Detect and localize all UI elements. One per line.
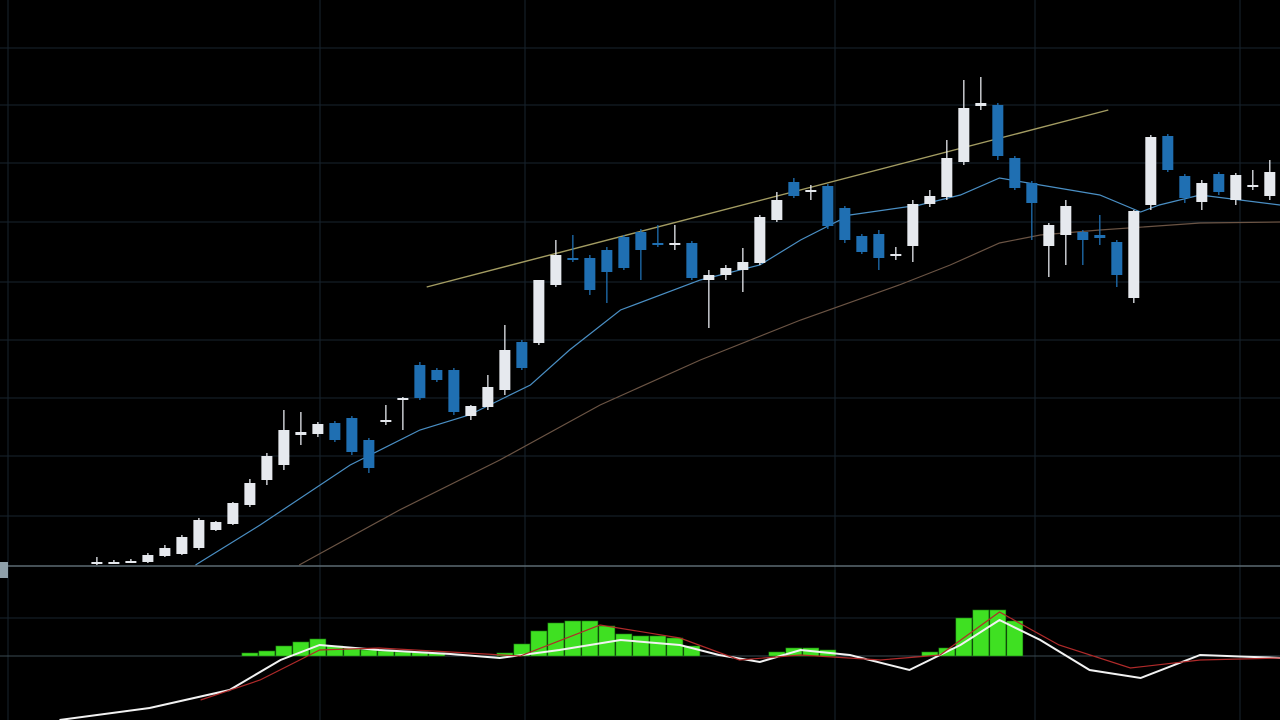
candle-body (941, 158, 953, 197)
candle-body (856, 236, 868, 252)
candle-body (771, 200, 783, 220)
candle-body (176, 537, 188, 554)
moving-average (195, 177, 1280, 566)
candle-body (1128, 211, 1140, 298)
candle-body (652, 243, 664, 245)
candle-body (465, 406, 477, 416)
candle-body (737, 262, 749, 270)
histogram-bar (666, 637, 684, 657)
candle-body (1213, 174, 1225, 192)
candle-body (261, 456, 273, 480)
candle-body (1230, 175, 1242, 200)
candle-body (91, 562, 103, 564)
candle-body (1111, 242, 1123, 275)
candle-body (516, 342, 528, 368)
candle-body (924, 196, 936, 204)
axis-marker (0, 562, 8, 578)
candle-body (635, 232, 647, 250)
candle-body (890, 254, 902, 256)
candle-body (210, 522, 222, 530)
candle-body (1094, 235, 1106, 238)
candle-body (193, 520, 205, 548)
candle-body (363, 440, 375, 468)
candle-body (1162, 136, 1174, 170)
candle-body (431, 370, 443, 380)
candle-body (975, 103, 987, 106)
candle-body (499, 350, 511, 390)
candle-body (839, 208, 851, 240)
candle-body (244, 483, 256, 505)
histogram-bar (649, 635, 667, 657)
candle-body (227, 503, 239, 524)
candle-body (329, 423, 341, 440)
candle-body (142, 555, 154, 562)
histogram-bar (275, 645, 293, 657)
candle-body (1077, 232, 1089, 240)
histogram-bar (377, 650, 395, 657)
histogram-bar (258, 650, 276, 657)
candle-body (533, 280, 545, 343)
histogram-bar (360, 649, 378, 657)
candle-body (1009, 158, 1021, 188)
histogram-bar (632, 635, 650, 657)
candle-body (380, 420, 392, 422)
candle-body (278, 430, 290, 465)
candle-body (618, 237, 630, 268)
candle-body (312, 424, 324, 434)
candle-body (601, 250, 613, 272)
candle-body (1145, 137, 1157, 205)
candle-body (992, 105, 1004, 156)
candle-body (1026, 183, 1038, 203)
candle-body (907, 204, 919, 246)
histogram-bar (309, 638, 327, 657)
candle-body (788, 182, 800, 196)
candle-body (482, 387, 494, 407)
macd-line (200, 611, 1280, 701)
candle-body (686, 243, 698, 278)
candle-body (1264, 172, 1276, 196)
candle-body (567, 258, 579, 260)
candle-body (1043, 225, 1055, 246)
histogram-bar (615, 633, 633, 657)
candle-body (346, 418, 358, 452)
histogram-bar (955, 617, 973, 657)
histogram-bar (241, 652, 259, 657)
candle-body (720, 268, 732, 275)
candle-body (958, 108, 970, 162)
candle-body (125, 561, 137, 563)
candle-body (1196, 183, 1208, 202)
candle-body (295, 432, 307, 435)
candle-body (550, 255, 562, 285)
histogram-bar (1006, 620, 1024, 657)
candle-body (703, 275, 715, 280)
candle-body (873, 234, 885, 258)
histogram-bar (564, 620, 582, 657)
candle-body (805, 190, 817, 192)
candle-body (754, 217, 766, 263)
candle-body (108, 562, 120, 564)
candle-body (584, 258, 596, 290)
candle-body (414, 365, 426, 398)
macd-line (59, 618, 1280, 720)
candle-body (669, 243, 681, 245)
candle-body (397, 398, 409, 400)
histogram-bar (581, 620, 599, 657)
candle-body (822, 186, 834, 226)
candle-body (1179, 176, 1191, 198)
candle-body (1060, 206, 1072, 235)
candle-body (159, 548, 171, 556)
candle-body (448, 370, 460, 412)
candle-body (1247, 185, 1259, 187)
